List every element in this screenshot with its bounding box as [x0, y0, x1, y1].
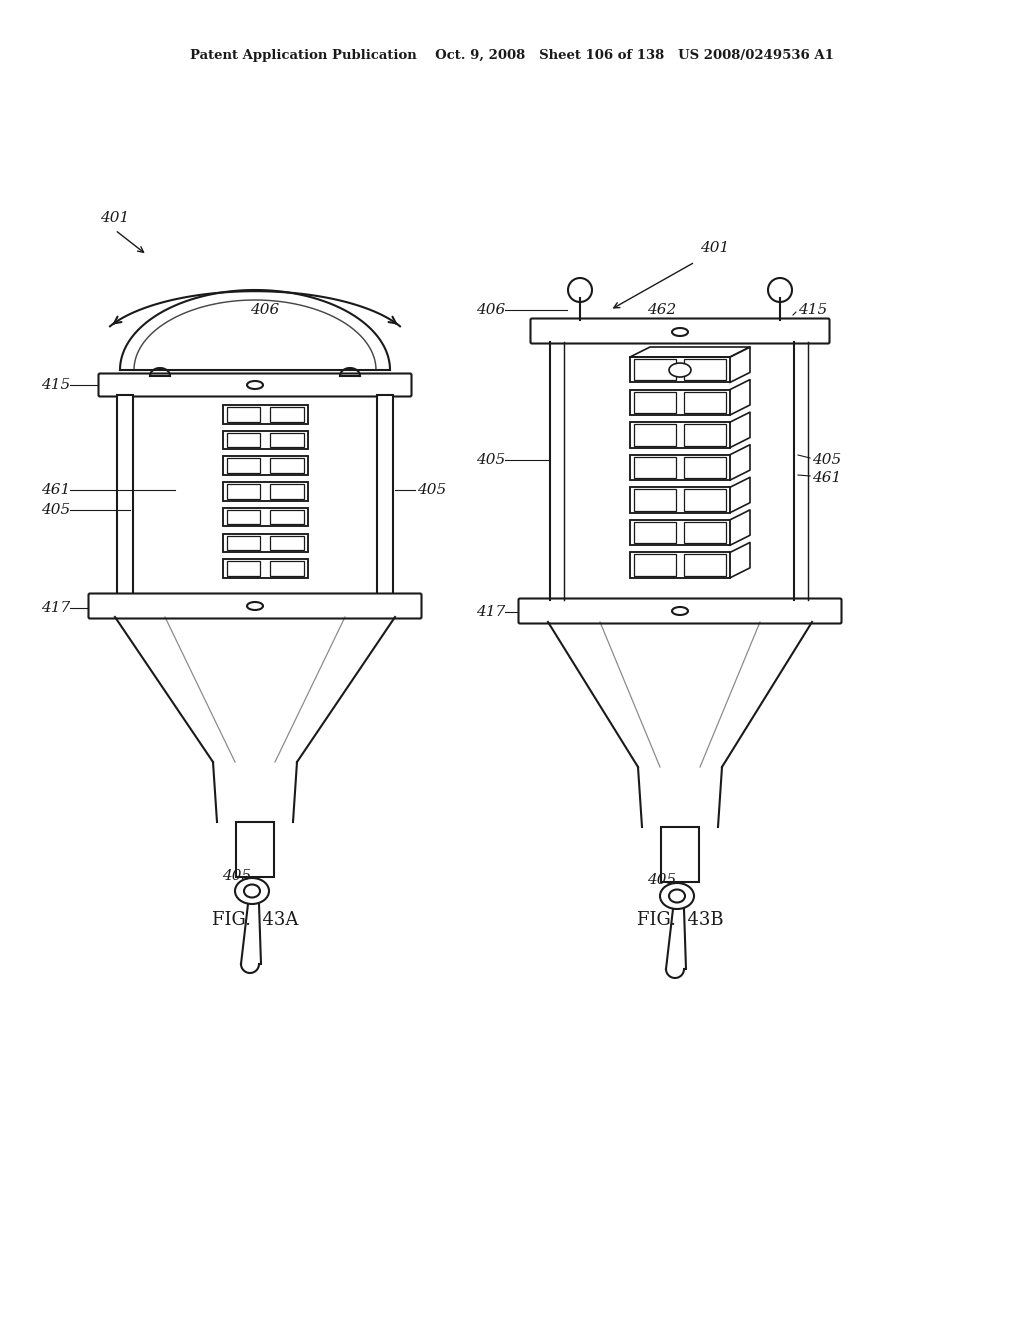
FancyBboxPatch shape: [88, 594, 422, 619]
Bar: [226, 561, 260, 576]
Bar: [634, 359, 676, 380]
Bar: [630, 356, 730, 383]
Bar: [630, 553, 730, 578]
Bar: [684, 490, 726, 511]
Bar: [222, 533, 307, 552]
Ellipse shape: [672, 327, 688, 337]
Text: 417: 417: [41, 601, 70, 615]
Text: 405: 405: [222, 869, 252, 883]
Text: FIG.  43A: FIG. 43A: [212, 911, 298, 929]
Ellipse shape: [669, 890, 685, 903]
Bar: [226, 433, 260, 447]
Bar: [222, 508, 307, 527]
Text: 462: 462: [647, 304, 677, 317]
Ellipse shape: [244, 884, 260, 898]
Text: 405: 405: [476, 453, 505, 467]
Bar: [630, 389, 730, 414]
Bar: [630, 422, 730, 447]
Bar: [226, 458, 260, 473]
Bar: [684, 457, 726, 478]
Text: 415: 415: [798, 304, 827, 317]
Bar: [630, 520, 730, 545]
Bar: [634, 521, 676, 544]
Text: 401: 401: [700, 242, 729, 255]
Ellipse shape: [234, 878, 269, 904]
Bar: [684, 359, 726, 380]
Bar: [270, 510, 303, 524]
Text: 417: 417: [476, 605, 505, 619]
Text: 405: 405: [647, 873, 677, 887]
Bar: [634, 457, 676, 478]
Bar: [684, 424, 726, 446]
Ellipse shape: [669, 363, 691, 378]
Bar: [226, 510, 260, 524]
Bar: [226, 484, 260, 499]
Bar: [117, 395, 133, 595]
Bar: [270, 458, 303, 473]
Bar: [222, 457, 307, 475]
Bar: [684, 554, 726, 576]
Bar: [270, 536, 303, 550]
Bar: [226, 407, 260, 421]
Bar: [630, 487, 730, 512]
Text: 461: 461: [812, 471, 842, 484]
Bar: [222, 430, 307, 449]
Text: 461: 461: [41, 483, 70, 498]
Text: 406: 406: [476, 304, 505, 317]
Circle shape: [768, 279, 792, 302]
Bar: [236, 822, 274, 876]
Bar: [222, 482, 307, 500]
Bar: [377, 395, 393, 595]
Bar: [270, 484, 303, 499]
Text: 406: 406: [250, 304, 280, 317]
FancyBboxPatch shape: [518, 598, 842, 623]
Ellipse shape: [660, 883, 694, 909]
Bar: [662, 828, 699, 882]
Bar: [634, 424, 676, 446]
Text: Patent Application Publication    Oct. 9, 2008   Sheet 106 of 138   US 2008/0249: Patent Application Publication Oct. 9, 2…: [190, 49, 834, 62]
Bar: [226, 536, 260, 550]
Text: 405: 405: [417, 483, 446, 498]
Ellipse shape: [672, 607, 688, 615]
Bar: [630, 454, 730, 480]
Ellipse shape: [247, 381, 263, 389]
Circle shape: [568, 279, 592, 302]
FancyBboxPatch shape: [530, 318, 829, 343]
Text: 405: 405: [41, 503, 70, 517]
Bar: [634, 490, 676, 511]
Bar: [634, 392, 676, 413]
Bar: [270, 561, 303, 576]
Bar: [684, 392, 726, 413]
Bar: [222, 560, 307, 578]
FancyBboxPatch shape: [98, 374, 412, 396]
Text: 401: 401: [100, 211, 129, 224]
Bar: [634, 554, 676, 576]
Bar: [270, 433, 303, 447]
Bar: [684, 521, 726, 544]
Text: 405: 405: [812, 453, 842, 467]
Bar: [270, 407, 303, 421]
Ellipse shape: [247, 602, 263, 610]
Text: 415: 415: [41, 378, 70, 392]
Text: FIG.  43B: FIG. 43B: [637, 911, 723, 929]
Bar: [222, 405, 307, 424]
